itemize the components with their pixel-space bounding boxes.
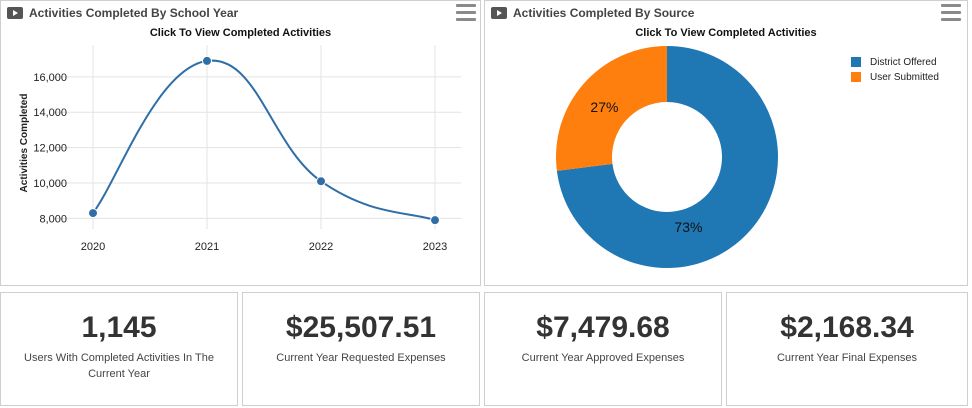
x-tick-label: 2020 bbox=[81, 241, 105, 253]
stat-value: $2,168.34 bbox=[780, 311, 914, 344]
legend-label: User Submitted bbox=[870, 71, 939, 83]
legend-label: District Offered bbox=[870, 56, 937, 68]
y-tick-label: 14,000 bbox=[33, 107, 67, 119]
y-tick-label: 16,000 bbox=[33, 72, 67, 84]
stat-card-final-expenses[interactable]: $2,168.34 Current Year Final Expenses bbox=[726, 292, 968, 406]
activities-by-year-panel: Activities Completed By School Year Clic… bbox=[0, 0, 481, 286]
panel-title: Activities Completed By Source bbox=[513, 6, 695, 20]
panel-title: Activities Completed By School Year bbox=[29, 6, 239, 20]
slice-value-label: 73% bbox=[674, 219, 702, 235]
donut-slice[interactable] bbox=[556, 46, 667, 171]
stat-label: Current Year Approved Expenses bbox=[521, 352, 685, 364]
chart-subtitle-link[interactable]: Click To View Completed Activities bbox=[149, 27, 332, 39]
legend-item-district-offered[interactable]: District Offered bbox=[851, 55, 939, 69]
panel-header: Activities Completed By Source bbox=[491, 5, 694, 21]
data-point[interactable] bbox=[88, 208, 98, 219]
stat-label: Users With Completed Activities In The C… bbox=[24, 352, 214, 380]
legend-swatch bbox=[851, 72, 861, 82]
data-point[interactable] bbox=[430, 215, 440, 226]
line-chart[interactable]: 8,000 10,000 12,000 14,000 16,000 2020 2021 20… bbox=[1, 1, 480, 285]
hamburger-menu-icon[interactable] bbox=[941, 4, 961, 21]
y-tick-label: 12,000 bbox=[33, 143, 67, 155]
x-tick-label: 2021 bbox=[195, 241, 219, 253]
series-line bbox=[92, 59, 436, 222]
x-tick-label: 2022 bbox=[309, 241, 333, 253]
hamburger-menu-icon[interactable] bbox=[456, 4, 476, 21]
chart-subtitle-link[interactable]: Click To View Completed Activities bbox=[635, 27, 817, 39]
y-axis-label: Activities Completed bbox=[19, 94, 30, 193]
stat-value: $7,479.68 bbox=[536, 311, 670, 344]
slice-value-label: 27% bbox=[590, 99, 618, 115]
stat-card-approved-expenses[interactable]: $7,479.68 Current Year Approved Expenses bbox=[484, 292, 722, 406]
y-tick-label: 8,000 bbox=[39, 213, 67, 225]
donut-slice[interactable] bbox=[556, 46, 778, 268]
stat-value: $25,507.51 bbox=[285, 311, 437, 344]
legend-swatch bbox=[851, 57, 861, 67]
stat-value: 1,145 bbox=[81, 311, 157, 344]
data-point[interactable] bbox=[202, 55, 212, 66]
chart-legend: District Offered User Submitted bbox=[851, 55, 939, 85]
data-point[interactable] bbox=[316, 176, 326, 187]
panel-header: Activities Completed By School Year bbox=[7, 5, 238, 21]
stat-card-requested-expenses[interactable]: $25,507.51 Current Year Requested Expens… bbox=[242, 292, 480, 406]
y-tick-label: 10,000 bbox=[33, 178, 67, 190]
stat-label: Current Year Requested Expenses bbox=[276, 352, 446, 364]
stat-label: Current Year Final Expenses bbox=[776, 352, 918, 364]
stat-card-users[interactable]: 1,145 Users With Completed Activities In… bbox=[0, 292, 238, 406]
video-icon[interactable] bbox=[7, 7, 23, 19]
video-icon[interactable] bbox=[491, 7, 507, 19]
donut-chart[interactable]: 73% 27% bbox=[485, 1, 967, 285]
legend-item-user-submitted[interactable]: User Submitted bbox=[851, 70, 939, 84]
activities-by-source-panel: Activities Completed By Source Click To … bbox=[484, 0, 968, 286]
x-tick-label: 2023 bbox=[423, 241, 447, 253]
